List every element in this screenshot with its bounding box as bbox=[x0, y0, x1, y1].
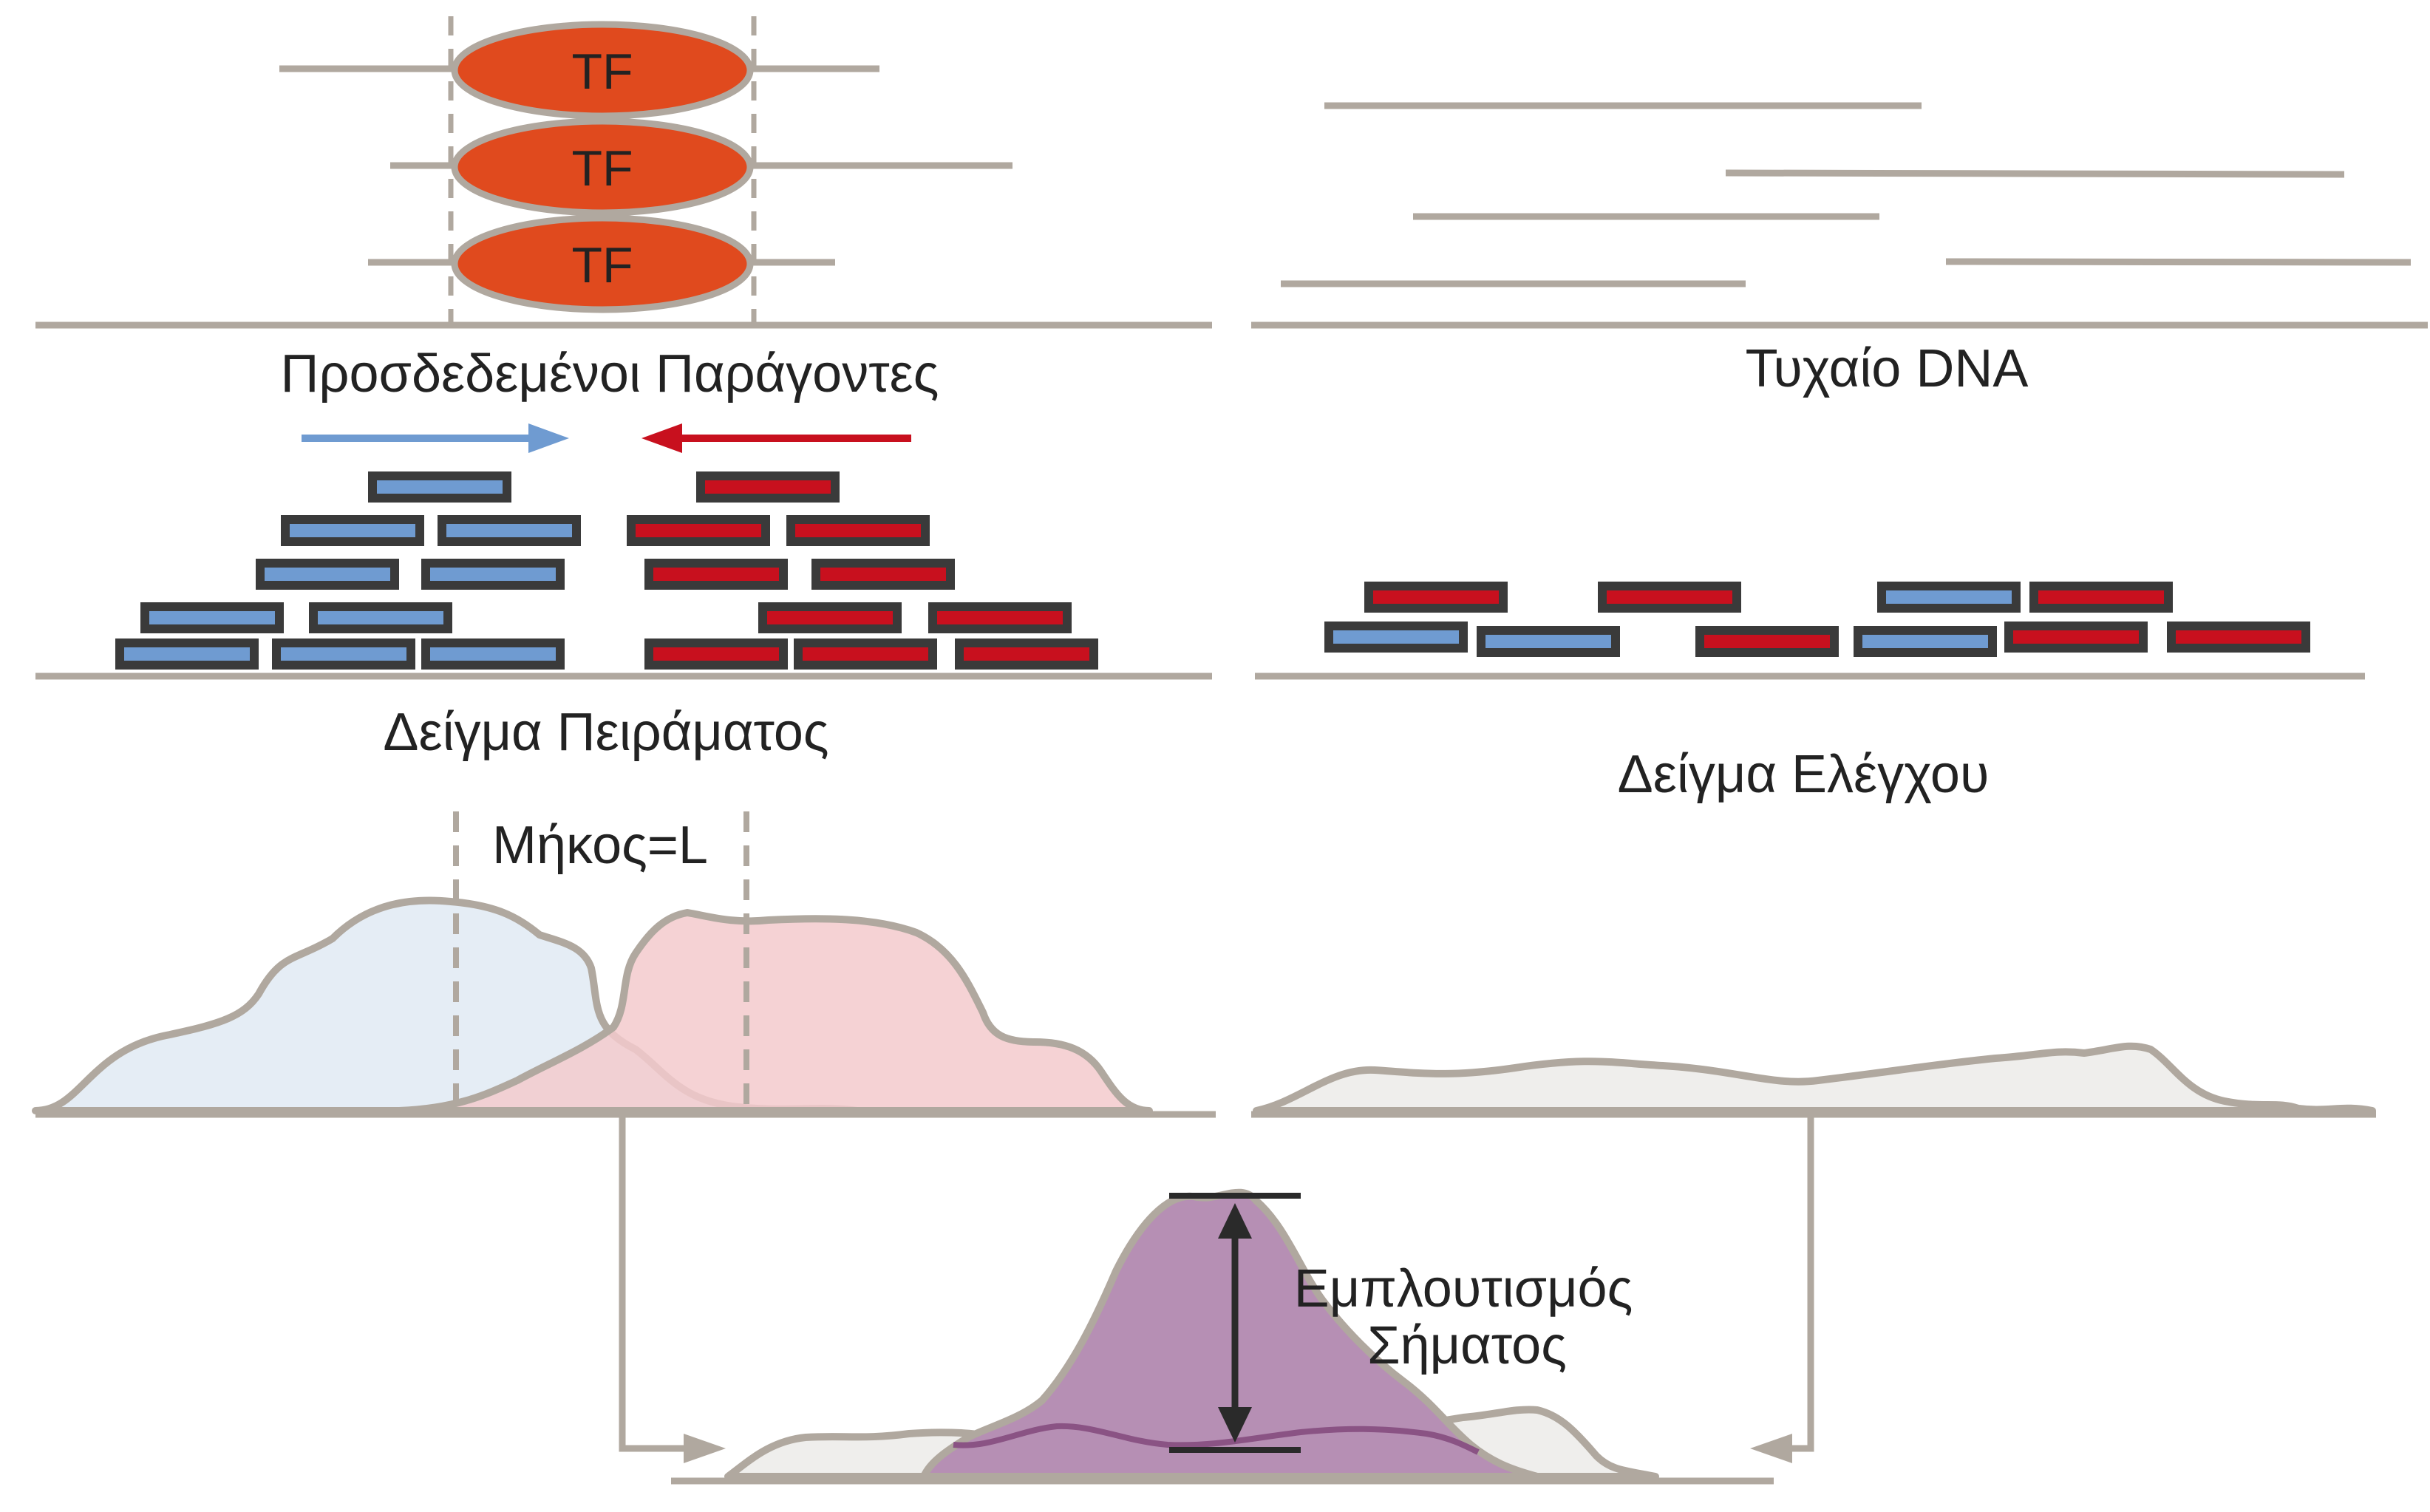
reverse-read bbox=[2029, 582, 2173, 613]
experiment-connector bbox=[619, 1114, 726, 1463]
tf-label: TF bbox=[571, 44, 633, 100]
enrichment-panel: Εμπλουτισμός Σήματος bbox=[671, 1188, 1774, 1485]
experiment-density-panel: Μήκος=L bbox=[32, 811, 1216, 1118]
random-dna-label: Τυχαίο DNA bbox=[1746, 339, 2029, 398]
reverse-read bbox=[1695, 626, 1839, 657]
reverse-read bbox=[1364, 582, 1508, 613]
reverse-read-density bbox=[395, 909, 1153, 1114]
forward-read bbox=[1477, 626, 1620, 657]
forward-read bbox=[1854, 626, 1997, 657]
forward-read bbox=[1877, 582, 2021, 613]
enrichment-arrow-up bbox=[1218, 1203, 1252, 1239]
random-dna-panel: Τυχαίο DNA bbox=[1251, 102, 2428, 398]
forward-read bbox=[272, 638, 415, 670]
forward-read bbox=[368, 471, 511, 503]
length-label: Μήκος=L bbox=[492, 816, 708, 875]
reverse-read bbox=[644, 638, 788, 670]
reverse-read bbox=[644, 559, 788, 590]
control-reads-panel bbox=[1324, 582, 2310, 657]
experiment-sample-label: Δείγμα Πειράματος bbox=[383, 703, 828, 762]
enrichment-label-line1: Εμπλουτισμός bbox=[1294, 1259, 1633, 1318]
forward-read bbox=[421, 559, 565, 590]
control-density-panel bbox=[1251, 1042, 2376, 1118]
reverse-read bbox=[2167, 622, 2310, 653]
bound-factors-label: Προσδεδεμένοι Παράγοντες bbox=[281, 344, 939, 403]
reverse-read bbox=[758, 602, 902, 633]
tf-protein: TF bbox=[451, 118, 754, 217]
control-sample-label: Δείγμα Ελέγχου bbox=[1618, 745, 1990, 804]
reverse-read bbox=[2004, 622, 2148, 653]
bound-factors-panel: TF TF TF Προσδεδεμένοι Παράγοντες bbox=[35, 16, 1212, 403]
reverse-read bbox=[1598, 582, 1741, 613]
reverse-strand-arrow bbox=[641, 423, 911, 453]
control-read-density bbox=[1253, 1042, 2376, 1114]
tf-label: TF bbox=[571, 237, 633, 293]
reverse-read bbox=[928, 602, 1072, 633]
forward-read bbox=[140, 602, 284, 633]
arrow-head-right bbox=[684, 1434, 726, 1463]
enrichment-label-line2: Σήματος bbox=[1367, 1316, 1567, 1375]
dna-fragment bbox=[1725, 169, 2345, 178]
forward-read bbox=[115, 638, 259, 670]
forward-read bbox=[421, 638, 565, 670]
forward-read bbox=[309, 602, 452, 633]
control-connector bbox=[1750, 1114, 1814, 1463]
forward-strand-arrow bbox=[302, 423, 569, 453]
forward-read bbox=[256, 559, 399, 590]
reverse-read bbox=[955, 638, 1098, 670]
forward-read bbox=[438, 515, 581, 546]
reverse-read bbox=[696, 471, 840, 503]
tf-protein: TF bbox=[451, 214, 754, 313]
experiment-reads-panel: Δείγμα Πειράματος bbox=[35, 423, 1212, 762]
arrow-head-left bbox=[1750, 1434, 1792, 1463]
reverse-reads bbox=[627, 471, 1098, 670]
tf-label: TF bbox=[571, 140, 633, 197]
reverse-read bbox=[627, 515, 770, 546]
forward-read bbox=[1324, 622, 1468, 653]
reverse-read bbox=[794, 638, 937, 670]
enrichment-arrow-down bbox=[1218, 1407, 1252, 1443]
reverse-read bbox=[811, 559, 955, 590]
control-overlay-line bbox=[953, 1423, 1480, 1455]
reverse-read bbox=[786, 515, 930, 546]
forward-reads bbox=[115, 471, 581, 670]
forward-read bbox=[281, 515, 424, 546]
tf-protein: TF bbox=[451, 21, 754, 120]
